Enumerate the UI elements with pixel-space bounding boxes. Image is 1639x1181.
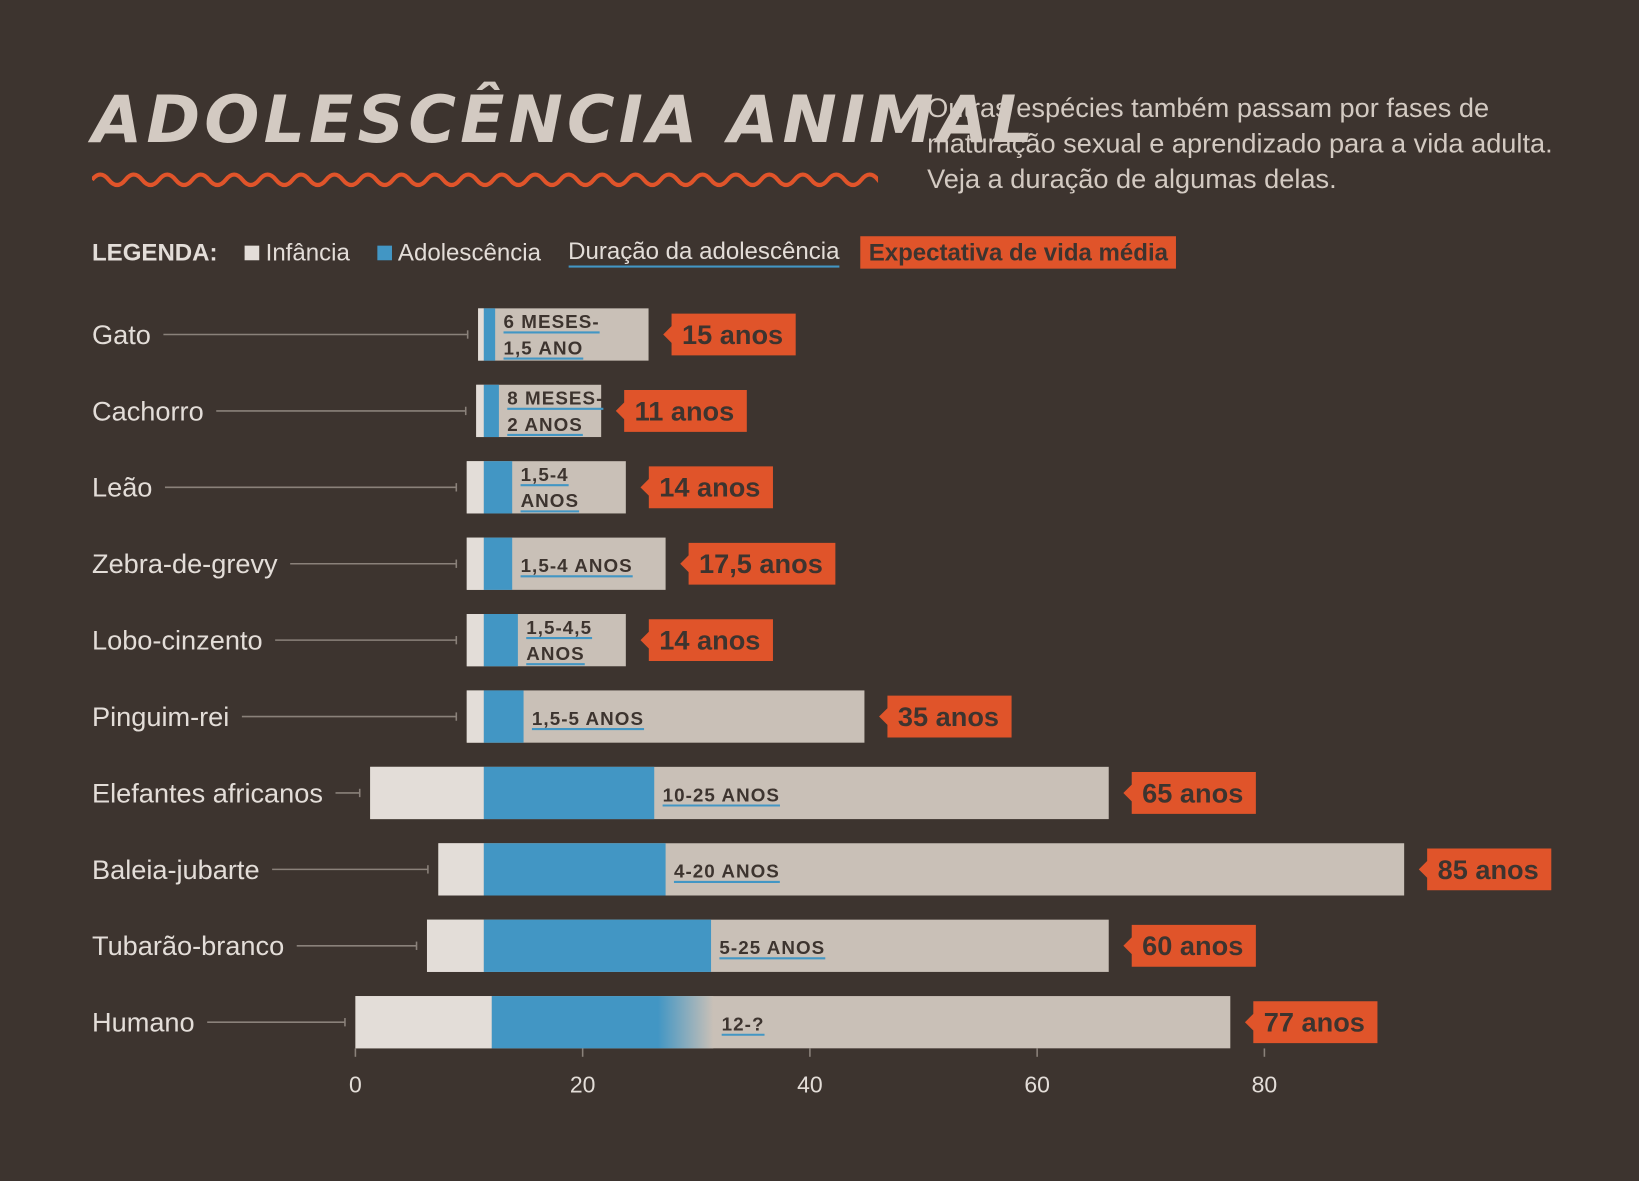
category-label: Humano	[92, 1007, 195, 1038]
life-expectancy-badge	[1244, 1001, 1378, 1044]
category-label: Lobo-cinzento	[92, 625, 263, 656]
category-label: Tubarão-branco	[92, 930, 284, 961]
infancy-bar	[466, 461, 484, 514]
adolescence-bar	[483, 690, 524, 743]
adult-bar	[466, 690, 865, 743]
infancy-bar	[355, 996, 492, 1049]
life-expectancy-badge	[1418, 848, 1552, 891]
life-expectancy-badge	[1123, 772, 1256, 814]
life-expectancy-label: 11 anos	[635, 395, 735, 426]
life-expectancy-label: 65 anos	[1142, 777, 1243, 808]
x-tick-label: 80	[1252, 1071, 1278, 1097]
infancy-swatch	[244, 245, 260, 260]
life-expectancy-label: 60 anos	[1142, 930, 1243, 961]
chart-title: ADOLESCÊNCIA ANIMAL	[91, 81, 1038, 158]
adult-bar	[466, 461, 626, 514]
life-expectancy-badge	[663, 313, 796, 356]
legend-item-infancy: Infância	[244, 238, 350, 266]
duration-label: 10-25 ANOS	[663, 784, 780, 805]
duration-label: 1,5 ANO	[504, 337, 584, 358]
category-label: Pinguim-rei	[92, 701, 229, 732]
legend: LEGENDA: Infância Adolescência Duração d…	[91, 236, 1177, 269]
legend-title: LEGENDA:	[91, 238, 218, 266]
legend-label: Adolescência	[397, 238, 541, 266]
duration-label: 1,5-4	[521, 464, 569, 485]
adult-bar	[355, 996, 1231, 1049]
infancy-bar	[370, 766, 484, 820]
x-tick-label: 20	[570, 1071, 596, 1097]
life-expectancy-label: 35 anos	[898, 701, 999, 732]
legend-item-duration: Duração da adolescência	[568, 237, 840, 268]
category-label: Elefantes africanos	[92, 777, 323, 808]
x-tick-label: 60	[1024, 1071, 1050, 1097]
duration-label: 6 MESES-	[504, 311, 600, 332]
life-expectancy-label: 17,5 anos	[699, 548, 823, 579]
wave-decoration	[91, 172, 879, 188]
adult-bar	[466, 614, 626, 667]
life-expectancy-badge	[879, 695, 1012, 738]
life-expectancy-label: 14 anos	[659, 472, 760, 503]
infancy-bar	[466, 614, 484, 667]
life-expectancy-label: 14 anos	[659, 625, 760, 656]
adult-bar	[438, 843, 1405, 896]
infancy-bar	[478, 308, 484, 361]
legend-label: Infância	[265, 238, 350, 266]
duration-label: 1,5-4 ANOS	[521, 555, 633, 576]
category-label: Zebra-de-grevy	[92, 548, 278, 579]
infancy-bar	[466, 537, 484, 590]
category-label: Gato	[92, 319, 151, 350]
adolescence-bar	[483, 308, 496, 361]
life-expectancy-label: 85 anos	[1438, 854, 1539, 885]
adolescence-bar	[483, 919, 712, 972]
chart-subtitle: Outras espécies também passam por fases …	[927, 91, 1553, 195]
adolescence-bar	[483, 537, 513, 590]
duration-label: 8 MESES-	[507, 388, 603, 409]
adolescence-bar	[483, 461, 513, 514]
duration-label: 1,5-5 ANOS	[532, 708, 644, 729]
adolescence-bar	[483, 843, 666, 896]
duration-label: ANOS	[526, 643, 585, 664]
adolescence-bar	[483, 614, 518, 667]
infancy-bar	[438, 843, 484, 896]
duration-label: ANOS	[521, 490, 580, 511]
duration-label: 2 ANOS	[507, 414, 583, 435]
duration-label: 5-25 ANOS	[719, 937, 825, 958]
adult-bar	[476, 384, 602, 438]
duration-label: 12-?	[722, 1014, 765, 1035]
infancy-bar	[426, 919, 484, 972]
x-tick-label: 40	[797, 1071, 823, 1097]
category-label: Leão	[92, 472, 152, 503]
category-label: Baleia-jubarte	[92, 854, 260, 885]
duration-label: 4-20 ANOS	[674, 861, 780, 882]
category-label: Cachorro	[92, 395, 204, 426]
legend-item-life: Expectativa de vida média	[860, 236, 1177, 269]
duration-label: 1,5-4,5	[526, 617, 592, 638]
adult-bar	[370, 766, 1109, 820]
life-expectancy-label: 15 anos	[682, 319, 783, 350]
adult-bar	[478, 308, 649, 361]
life-expectancy-badge	[640, 619, 773, 662]
adolescence-swatch	[377, 245, 392, 260]
adult-bar	[426, 919, 1109, 972]
life-expectancy-label: 77 anos	[1264, 1007, 1365, 1038]
x-tick-label: 0	[349, 1071, 362, 1097]
life-expectancy-badge	[680, 542, 836, 585]
adolescence-bar	[483, 766, 655, 820]
adult-bar	[466, 537, 666, 590]
life-expectancy-badge	[1123, 924, 1256, 967]
legend-item-adolescence: Adolescência	[377, 238, 541, 266]
life-expectancy-badge	[615, 390, 747, 432]
adolescence-bar	[491, 996, 714, 1049]
life-expectancy-badge	[640, 466, 773, 509]
adolescence-bar	[483, 384, 499, 438]
infancy-bar	[476, 384, 484, 438]
infancy-bar	[466, 690, 484, 743]
